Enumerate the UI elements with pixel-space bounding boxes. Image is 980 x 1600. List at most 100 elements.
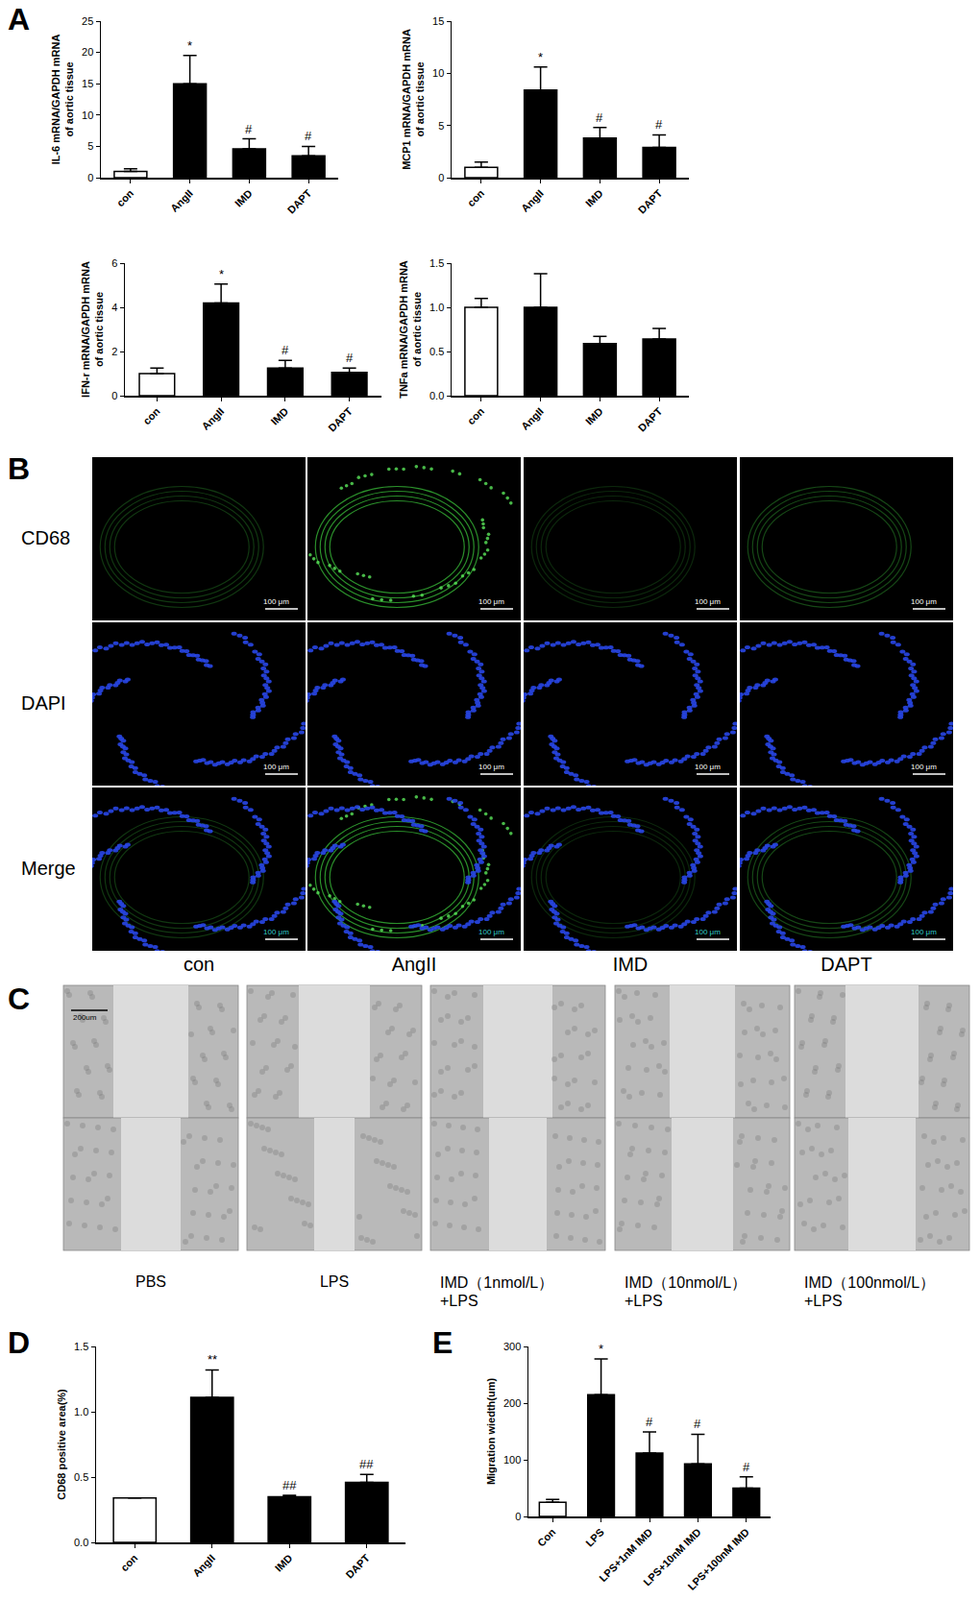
svg-text:15: 15 — [432, 15, 444, 27]
svg-text:20: 20 — [81, 46, 94, 58]
html-text:DAPI: DAPI — [21, 692, 67, 714]
svg-text:**: ** — [207, 1352, 218, 1368]
svg-text:0.5: 0.5 — [429, 345, 444, 358]
svg-text:1.5: 1.5 — [429, 257, 444, 270]
html-text:E: E — [432, 1325, 453, 1361]
svg-text:con: con — [465, 187, 488, 210]
svg-text:*: * — [538, 49, 543, 65]
svg-text:con: con — [465, 405, 488, 428]
svg-text:1.0: 1.0 — [429, 301, 444, 314]
svg-text:#: # — [245, 122, 253, 137]
html-text:con: con — [183, 954, 215, 976]
html-text:DAPT: DAPT — [820, 954, 873, 976]
svg-text:LPS+100nM IMD: LPS+100nM IMD — [685, 1526, 752, 1593]
svg-text:IMD: IMD — [268, 405, 291, 428]
svg-text:#: # — [742, 1460, 751, 1475]
svg-text:200: 200 — [503, 1397, 521, 1410]
html-text:PBS: PBS — [135, 1274, 167, 1291]
svg-text:0: 0 — [438, 171, 444, 184]
svg-text:#: # — [645, 1415, 654, 1430]
svg-text:IL-6 mRNA/GAPDH mRNAof aortic: IL-6 mRNA/GAPDH mRNAof aortic tissue — [49, 34, 75, 166]
svg-text:DAPT: DAPT — [285, 187, 315, 217]
svg-text:#: # — [304, 128, 313, 144]
svg-text:5: 5 — [438, 120, 444, 132]
svg-text:DAPT: DAPT — [325, 405, 355, 435]
svg-text:AngII: AngII — [190, 1552, 218, 1580]
html-text:100 μm: 100 μm — [263, 762, 290, 772]
html-text:B: B — [7, 451, 30, 487]
html-text:100 μm: 100 μm — [478, 762, 505, 772]
svg-text:con: con — [140, 405, 163, 428]
svg-text:con: con — [118, 1552, 141, 1575]
html-text:IMD: IMD — [612, 954, 648, 976]
svg-text:#: # — [345, 350, 354, 366]
svg-text:AngII: AngII — [168, 187, 196, 215]
svg-text:#: # — [655, 117, 663, 132]
html-text:IMD（100nmol/L）: IMD（100nmol/L） — [804, 1274, 935, 1292]
svg-text:5: 5 — [87, 140, 94, 152]
svg-text:25: 25 — [81, 15, 94, 27]
html-text:IMD（10nmol/L）: IMD（10nmol/L） — [624, 1274, 747, 1292]
svg-text:DAPT: DAPT — [343, 1552, 372, 1582]
svg-text:6: 6 — [111, 257, 118, 270]
svg-text:IMD: IMD — [272, 1552, 295, 1575]
svg-text:0: 0 — [514, 1511, 521, 1523]
html-text:LPS: LPS — [319, 1274, 349, 1291]
svg-text:##: ## — [359, 1457, 374, 1472]
svg-text:con: con — [114, 187, 137, 210]
svg-text:DAPT: DAPT — [636, 405, 665, 435]
html-text:C: C — [7, 981, 30, 1017]
svg-text:2: 2 — [111, 345, 118, 358]
svg-text:AngII: AngII — [199, 405, 227, 433]
html-text:A: A — [7, 1, 30, 37]
svg-text:15: 15 — [81, 77, 94, 90]
svg-text:MCP1 mRNA/GAPDH mRNAof aortic: MCP1 mRNA/GAPDH mRNAof aortic tissue — [400, 28, 426, 171]
svg-text:IMD: IMD — [583, 405, 606, 428]
svg-text:LPS+10nM IMD: LPS+10nM IMD — [640, 1526, 703, 1589]
svg-text:##: ## — [282, 1478, 297, 1494]
svg-text:10: 10 — [432, 67, 444, 79]
svg-text:*: * — [598, 1342, 604, 1357]
svg-text:300: 300 — [503, 1341, 521, 1353]
svg-text:LPS+1nM IMD: LPS+1nM IMD — [596, 1526, 655, 1585]
svg-text:Migration wiedth(um): Migration wiedth(um) — [485, 1378, 497, 1487]
svg-text:#: # — [693, 1417, 702, 1432]
svg-text:0: 0 — [111, 390, 118, 402]
html-text:CD68: CD68 — [21, 527, 71, 549]
svg-text:TNFa mRNA/GAPDH mRNAof aortic: TNFa mRNA/GAPDH mRNAof aortic tissue — [397, 260, 423, 399]
html-text:100 μm: 100 μm — [694, 597, 721, 607]
svg-text:*: * — [187, 38, 193, 53]
svg-text:CD68 positive area(%): CD68 positive area(%) — [55, 1389, 68, 1501]
svg-text:0.5: 0.5 — [73, 1471, 89, 1484]
svg-text:DAPT: DAPT — [636, 187, 665, 217]
html-text:100 μm: 100 μm — [478, 597, 505, 607]
svg-text:100: 100 — [503, 1454, 521, 1467]
svg-text:IMD: IMD — [232, 187, 255, 210]
svg-text:AngII: AngII — [518, 405, 546, 433]
svg-text:#: # — [595, 110, 604, 125]
svg-text:LPS: LPS — [583, 1526, 607, 1550]
html-text:100 μm: 100 μm — [263, 597, 290, 607]
html-text:+LPS: +LPS — [804, 1293, 843, 1310]
svg-text:#: # — [281, 343, 290, 358]
svg-text:0.0: 0.0 — [73, 1537, 89, 1549]
html-text:Merge: Merge — [21, 857, 76, 880]
svg-text:*: * — [219, 267, 224, 282]
svg-text:IMD: IMD — [583, 187, 606, 210]
html-text:+LPS: +LPS — [440, 1293, 479, 1310]
svg-text:IFN-r mRNA/GAPDH mRNAof aortic: IFN-r mRNA/GAPDH mRNAof aortic tissue — [79, 261, 105, 398]
svg-text:1.0: 1.0 — [73, 1406, 89, 1419]
html-text:D: D — [7, 1325, 30, 1361]
html-text:100 μm: 100 μm — [910, 597, 937, 607]
html-text:+LPS: +LPS — [624, 1293, 663, 1310]
svg-text:AngII: AngII — [518, 187, 546, 215]
svg-text:Con: Con — [535, 1526, 559, 1550]
svg-text:1.5: 1.5 — [73, 1341, 89, 1353]
svg-text:10: 10 — [81, 109, 94, 122]
html-text:100 μm: 100 μm — [694, 762, 721, 772]
html-text:IMD（1nmol/L）: IMD（1nmol/L） — [440, 1274, 554, 1292]
svg-text:4: 4 — [111, 301, 118, 314]
svg-text:0: 0 — [87, 171, 94, 184]
html-text:AngII: AngII — [391, 954, 437, 976]
svg-text:0.0: 0.0 — [429, 390, 444, 402]
